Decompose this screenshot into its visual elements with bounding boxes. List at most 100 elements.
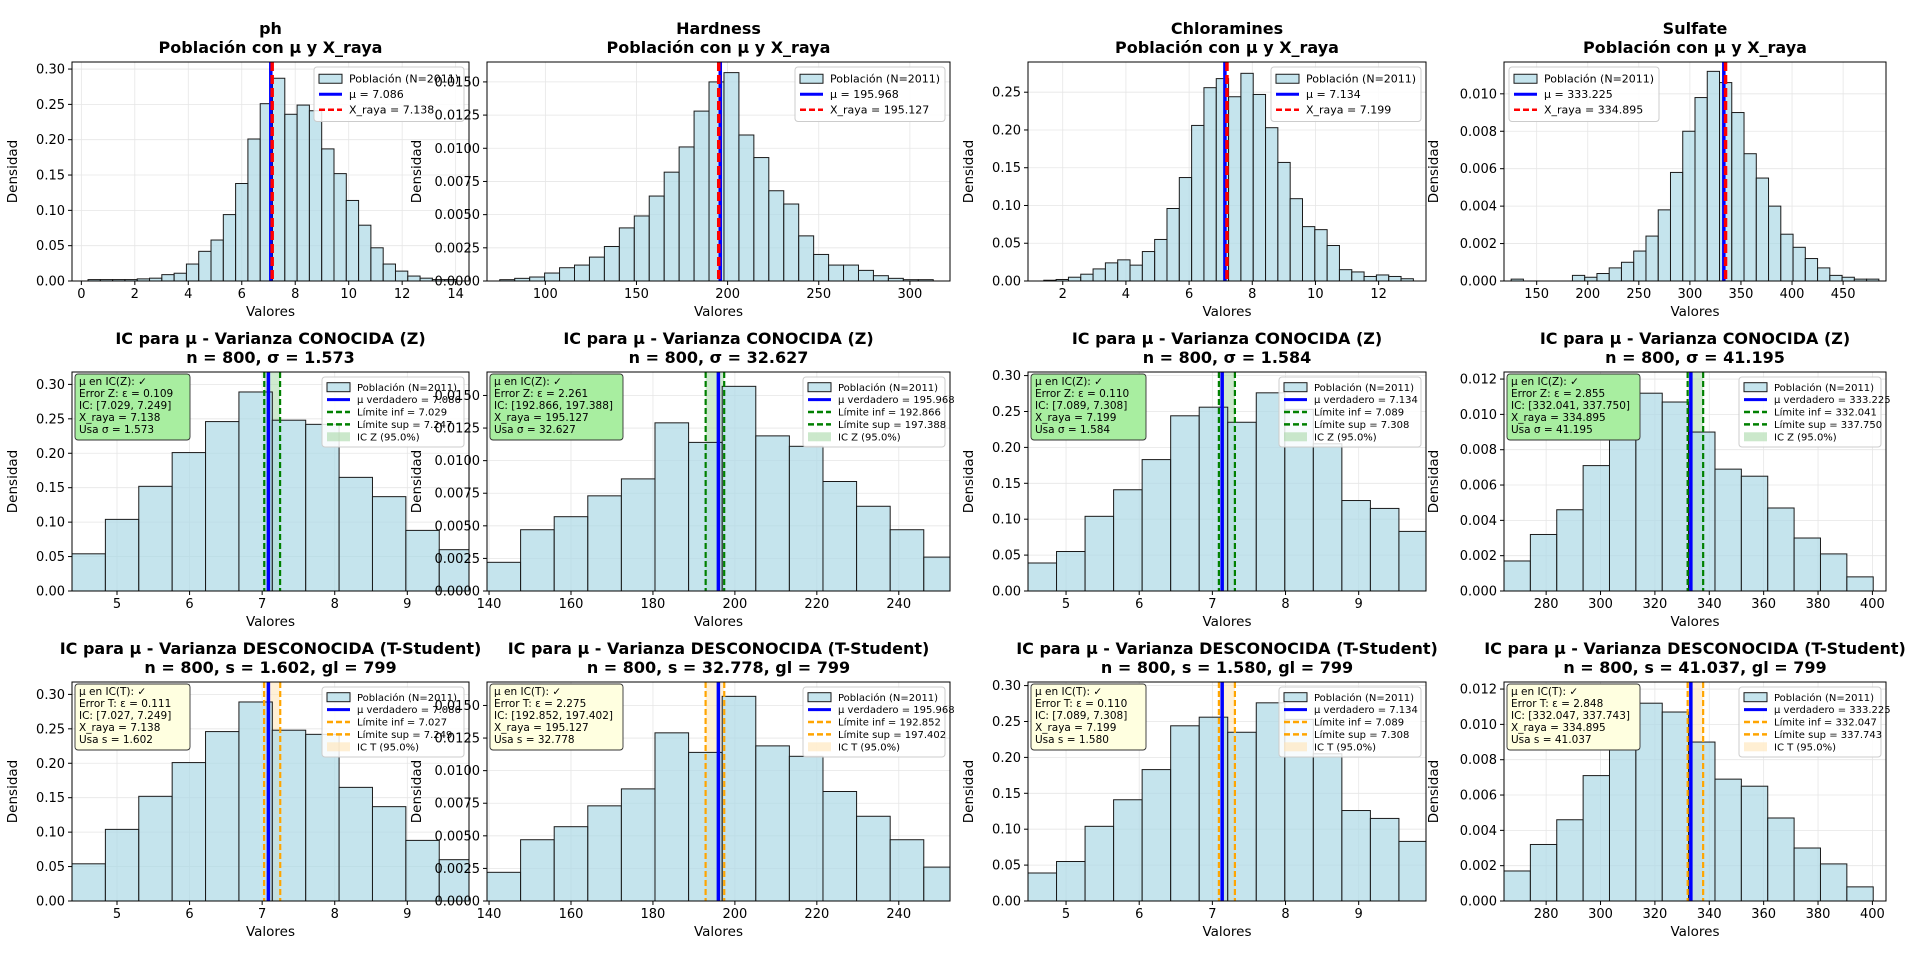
- y-tick-label: 0.0125: [435, 732, 481, 747]
- legend: Población (N=2011)μ verdadero = 7.086Lím…: [321, 686, 465, 758]
- histogram-bar: [1056, 551, 1086, 591]
- x-tick-label: 300: [897, 287, 922, 302]
- legend-label: Población (N=2011): [357, 382, 457, 394]
- histogram-bar: [138, 485, 173, 591]
- legend: Población (N=2011) μ = 7.134 X_raya = 7.19…: [1270, 66, 1422, 122]
- histogram-bar: [1661, 711, 1690, 901]
- x-tick-label: 7: [1208, 597, 1216, 612]
- legend-label: μ verdadero = 7.086: [357, 705, 461, 716]
- legend-label: IC Z (95.0%): [1774, 432, 1837, 443]
- x-tick-label: 2: [1059, 287, 1067, 302]
- chart-title: IC para μ - Varianza CONOCIDA (Z): [115, 329, 425, 348]
- y-tick-label: 0.000: [1460, 895, 1497, 910]
- legend: Población (N=2011)μ verdadero = 195.968L…: [802, 686, 955, 758]
- x-tick-label: 9: [403, 597, 411, 612]
- histogram-bar: [889, 839, 925, 901]
- histogram-bar: [338, 786, 373, 901]
- histogram-bar: [1768, 205, 1782, 281]
- bars: [72, 701, 469, 901]
- histogram-bar: [553, 516, 589, 591]
- histogram-bar: [529, 276, 546, 281]
- histogram-bar: [1028, 872, 1058, 901]
- chart-title: IC para μ - Varianza DESCONOCIDA (T-Stud…: [60, 639, 482, 658]
- histogram-bar: [1277, 161, 1291, 281]
- histogram-bar: [1841, 276, 1855, 281]
- y-tick-label: 0.05: [36, 239, 65, 254]
- histogram-bar: [345, 199, 360, 281]
- legend-swatch-population: [1275, 73, 1300, 84]
- y-tick-label: 0.10: [992, 199, 1021, 214]
- x-tick-label: 6: [238, 287, 246, 302]
- histogram-bar: [1388, 275, 1402, 281]
- x-tick-label: 320: [1642, 597, 1667, 612]
- legend-swatch-band: [808, 742, 831, 752]
- x-tick-label: 6: [185, 907, 193, 922]
- legend-swatch-band: [1744, 742, 1767, 752]
- info-text: μ en IC(Z): ✓: [1511, 376, 1579, 388]
- y-tick-label: 0.10: [36, 204, 65, 219]
- x-tick-label: 320: [1642, 907, 1667, 922]
- legend-box: [321, 686, 465, 758]
- histogram-bar: [1504, 560, 1531, 591]
- legend-label: Población (N=2011): [1314, 692, 1414, 704]
- legend: Población (N=2011)μ verdadero = 195.968L…: [802, 376, 955, 448]
- x-tick-label: 6: [185, 597, 193, 612]
- x-tick-label: 12: [394, 287, 411, 302]
- chart-subtitle: n = 800, s = 1.580, gl = 799: [1101, 658, 1353, 677]
- info-text: IC: [332.041, 337.750]: [1511, 400, 1630, 412]
- legend-label: Límite inf = 192.866: [838, 407, 941, 419]
- histogram-bar: [1228, 96, 1242, 281]
- histogram-bar: [1341, 810, 1371, 901]
- chart-title: IC para μ - Varianza CONOCIDA (Z): [563, 329, 873, 348]
- x-tick-label: 8: [331, 597, 339, 612]
- legend-box: [1278, 686, 1422, 758]
- histogram-bar: [185, 263, 200, 281]
- histogram-bar: [755, 745, 790, 901]
- histogram-bar: [338, 476, 373, 591]
- y-tick-label: 0.20: [992, 441, 1021, 456]
- x-axis-label: Valores: [246, 614, 295, 630]
- y-tick-label: 0.010: [1460, 718, 1497, 733]
- info-text: IC: [332.047, 337.743]: [1511, 710, 1630, 722]
- chart-subtitle: Población con μ y X_raya: [1583, 38, 1807, 57]
- x-tick-label: 5: [1062, 907, 1070, 922]
- plot-frame: [71, 61, 470, 282]
- x-tick-label: 250: [806, 287, 831, 302]
- y-tick-label: 0.0150: [435, 389, 481, 404]
- x-tick-label: 300: [1677, 287, 1702, 302]
- panel-ph-ic_z: 5 6 7 8 9 0.00 0.05 0.10 0.15 0.20 0.25 0.30 Valores…: [5, 329, 470, 630]
- x-tick-label: 10: [1307, 287, 1324, 302]
- info-box-background: [1506, 373, 1641, 441]
- y-tick-label: 0.10: [992, 823, 1021, 838]
- legend-label: IC Z (95.0%): [357, 432, 420, 443]
- x-tick-label: 280: [1534, 597, 1559, 612]
- y-tick-label: 0.30: [36, 688, 65, 703]
- legend-swatch-population: [807, 382, 832, 393]
- legend-label: Límite inf = 332.041: [1774, 407, 1877, 419]
- histogram-bar: [1556, 819, 1584, 901]
- y-tick-label: 0.15: [36, 791, 65, 806]
- legend-swatch-band: [327, 432, 350, 442]
- info-box-background: [1030, 373, 1147, 441]
- legend-label: μ = 7.086: [349, 88, 404, 101]
- y-tick-label: 0.0125: [435, 109, 481, 124]
- info-text: X_raya = 7.199: [1035, 412, 1116, 424]
- histogram-bar: [1312, 443, 1343, 591]
- x-axis-label: Valores: [694, 304, 743, 320]
- y-tick-label: 0.002: [1460, 549, 1497, 564]
- info-text: IC: [192.852, 197.402]: [494, 710, 613, 722]
- y-tick-label: 0.00: [36, 275, 65, 290]
- legend-label: μ = 195.968: [830, 88, 899, 101]
- info-text: Error Z: ε = 0.110: [1035, 388, 1129, 400]
- chart-title: Hardness: [676, 19, 761, 38]
- histogram-bar: [321, 148, 335, 281]
- histogram-bar: [753, 157, 770, 281]
- legend-label: IC T (95.0%): [357, 742, 419, 753]
- histogram-bar: [520, 839, 555, 901]
- histogram-bar: [1141, 459, 1172, 591]
- bars: [72, 391, 469, 591]
- legend-label: Límite sup = 197.388: [838, 419, 946, 431]
- histogram-bar: [1504, 870, 1531, 901]
- legend-swatch-population: [799, 73, 824, 84]
